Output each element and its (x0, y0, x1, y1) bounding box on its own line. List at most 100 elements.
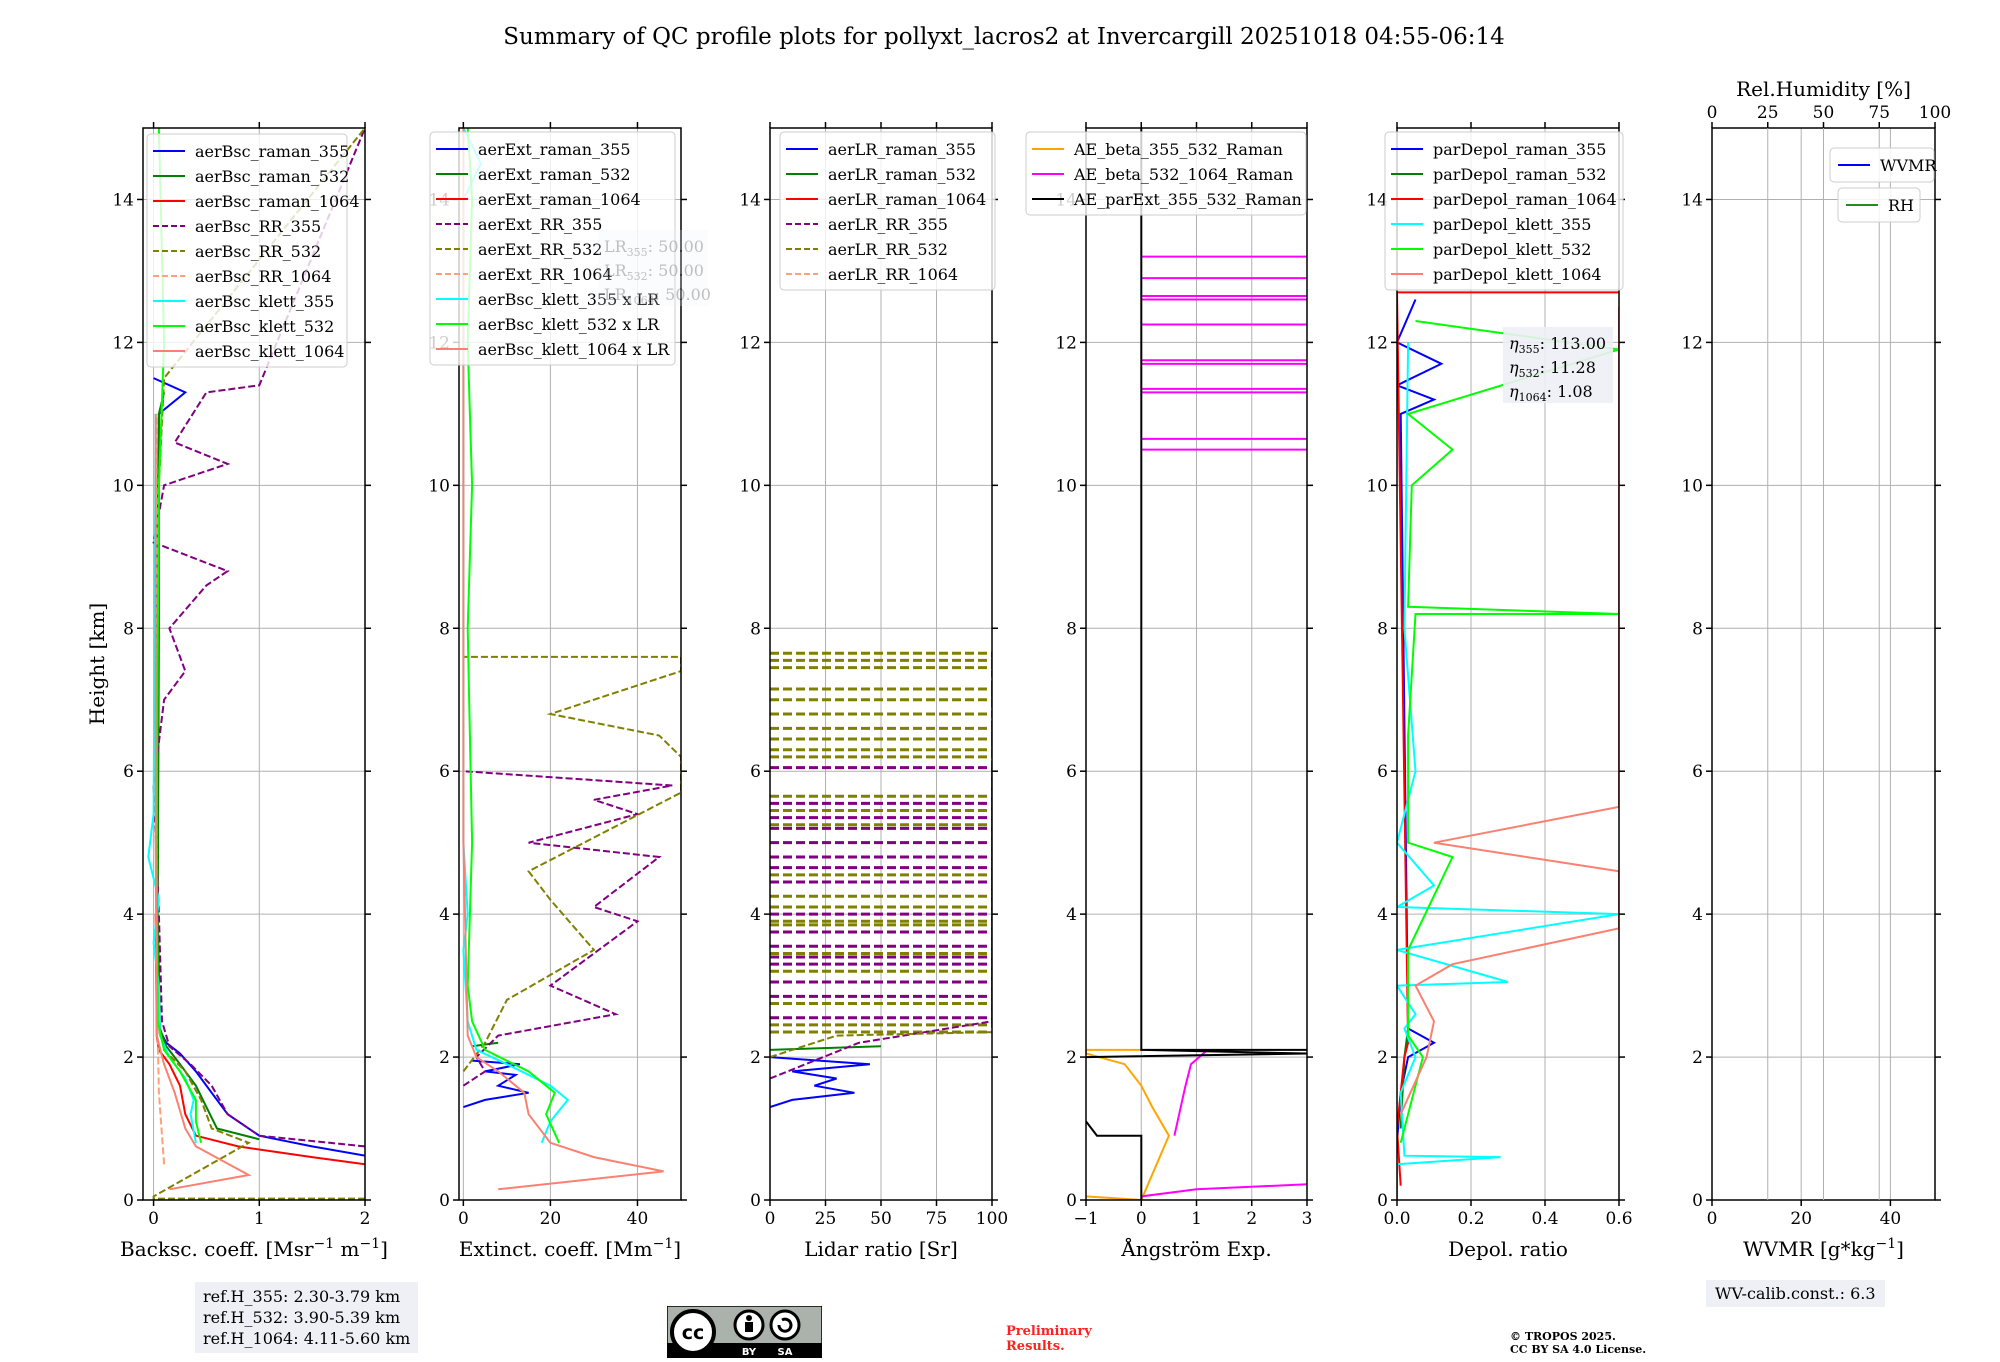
x-tick-label: 20 (1790, 1209, 1812, 1229)
y-tick-label: 8 (439, 619, 450, 639)
y-tick-label: 14 (112, 190, 134, 210)
series-line-parDepol_klett_532 (1399, 320, 1619, 1144)
x-axis-label: Extinct. coeff. [Mm−1] (459, 1236, 681, 1261)
y-tick-label: 2 (439, 1048, 450, 1068)
y-tick-label: 4 (1377, 905, 1388, 925)
ref-height-1064: ref.H_1064: 4.11-5.60 km (203, 1329, 411, 1348)
copyright-line-1: © TROPOS 2025. (1510, 1330, 1616, 1343)
preliminary-line-1: Preliminary (1006, 1324, 1092, 1339)
y-tick-label: 0 (123, 1191, 134, 1211)
series-line-aerBsc_klett_1064 (154, 413, 252, 1191)
value: : 1.08 (1547, 382, 1593, 401)
y-tick-label: 2 (750, 1048, 761, 1068)
legend: aerLR_raman_355 aerLR_raman_532 aerLR_rama… (779, 131, 996, 291)
label-part: ] (673, 1237, 681, 1261)
label-part: Lidar ratio [Sr] (804, 1237, 958, 1261)
annotation-line: LR1064: 50.00 (604, 285, 711, 307)
y-tick-label: 10 (112, 476, 134, 496)
y-tick-label: 10 (428, 476, 450, 496)
y-tick-label: 8 (1377, 619, 1388, 639)
legend: AE_beta_355_532_Raman AE_beta_532_1064_Ra… (1025, 131, 1307, 216)
subscript: 532 (1519, 367, 1540, 380)
symbol: η (1509, 334, 1519, 353)
y-tick-label: 6 (439, 762, 450, 782)
legend-box (1025, 131, 1307, 216)
x-tick-label: 0.2 (1457, 1209, 1484, 1229)
cc-by-sa-icon: cc BY SA (666, 1305, 823, 1359)
series-line-aerExt_RR_532 (462, 655, 681, 1073)
series-line-parDepol_klett_1064 (1399, 306, 1619, 1115)
legend-box (429, 131, 676, 366)
y-tick-label: 8 (1066, 619, 1077, 639)
legend-label: aerExt_RR_1064 (478, 265, 613, 284)
wv-calib-const-box: WV-calib.const.: 6.3 (1706, 1280, 1885, 1307)
symbol: η (1509, 382, 1519, 401)
series-line-aerBsc_raman_1064 (154, 914, 365, 1166)
x-tick-label: 0 (1136, 1209, 1147, 1229)
value: : 50.00 (648, 237, 704, 256)
legend: aerBsc_raman_355 aerBsc_raman_532 aerBsc_r… (146, 133, 360, 368)
y-tick-label: 6 (1066, 762, 1077, 782)
legend-box (779, 131, 996, 291)
series-line-AE_beta_355_532_Raman (1086, 1048, 1171, 1200)
series-line-aerExt_raman_532 (471, 1041, 499, 1048)
plot-area (1397, 291, 1619, 1200)
legend-label: aerLR_raman_532 (828, 165, 976, 184)
series-line-parDepol_raman_355 (1397, 299, 1444, 1143)
value: : 11.28 (1540, 358, 1596, 377)
legend-label: aerBsc_raman_1064 (195, 192, 360, 211)
y-tick-label: 8 (1692, 619, 1703, 639)
panel-wvmr: 0 20 40 0 2 4 6 8 10 12 14 WVMR [g*kg−1] 0 25 50 75 100 R… (1681, 77, 1951, 1261)
x-tick-label: 3 (1302, 1209, 1313, 1229)
x-tick-label: 0 (765, 1209, 776, 1229)
legend-label: aerExt_raman_355 (478, 140, 631, 159)
label-part: Depol. ratio (1448, 1237, 1568, 1261)
series-line-aerExt_RR_355 (462, 770, 673, 1087)
legend-box (1837, 187, 1921, 223)
x-tick-label: 40 (627, 1209, 649, 1229)
y-tick-label: 4 (439, 905, 450, 925)
x-tick-label: 1 (1191, 1209, 1202, 1229)
x2-tick-label: 25 (1757, 103, 1779, 123)
annotation-line: η532: 11.28 (1509, 358, 1596, 380)
series-line-aerBsc_raman_532 (156, 392, 260, 1141)
legend-label: aerBsc_klett_532 x LR (478, 315, 660, 334)
svg-text:cc: cc (682, 1322, 705, 1344)
annotation-line: LR355: 50.00 (604, 237, 704, 259)
y-tick-label: 0 (439, 1191, 450, 1211)
cc-sa-label: SA (778, 1347, 793, 1358)
legend-label: parDepol_raman_1064 (1433, 190, 1617, 209)
x2-tick-label: 50 (1813, 103, 1835, 123)
subscript: 1064 (627, 294, 655, 307)
legend-label: aerBsc_klett_1064 (195, 342, 344, 361)
x-tick-label: 2 (1246, 1209, 1257, 1229)
label-part: Backsc. coeff. [Msr (120, 1237, 314, 1261)
legend-label: aerBsc_RR_355 (195, 217, 321, 236)
y-tick-label: 6 (1692, 762, 1703, 782)
legend-label: aerExt_raman_1064 (478, 190, 641, 209)
series-line-aerLR_raman_355 (770, 1056, 870, 1109)
panel-lidar_ratio: 0 25 50 75 100 0 2 4 6 8 10 12 14 Lidar ratio [Sr] aer… (739, 122, 1008, 1261)
subscript: 355 (627, 246, 648, 259)
panel-extinction: 0204002468101214Extinct. coeff. [Mm−1]ae… (428, 122, 711, 1261)
x-tick-label: 50 (870, 1209, 892, 1229)
legend-label: aerExt_RR_355 (478, 215, 602, 234)
annotation-box (598, 230, 708, 306)
series-line-parDepol_klett_355 (1397, 342, 1619, 1200)
x-axis-label: Ångström Exp. (1120, 1236, 1271, 1261)
series-line-AE_beta_532_1064_Raman (1141, 1049, 1307, 1198)
series-line-aerLR_RR_355 (770, 767, 992, 1080)
annotation-box (1503, 327, 1613, 403)
legend-label: parDepol_klett_1064 (1433, 265, 1602, 284)
legend-label: aerLR_raman_1064 (828, 190, 986, 209)
symbol: η (1509, 358, 1519, 377)
x2-tick-label: 75 (1868, 103, 1890, 123)
legend-label: aerBsc_RR_532 (195, 242, 321, 261)
x-tick-label: 0.6 (1605, 1209, 1632, 1229)
x2-tick-label: 0 (1707, 103, 1718, 123)
legend-rh: RH (1837, 187, 1921, 223)
label-part: ] (1896, 1237, 1904, 1261)
legend-label: aerLR_RR_532 (828, 240, 948, 259)
